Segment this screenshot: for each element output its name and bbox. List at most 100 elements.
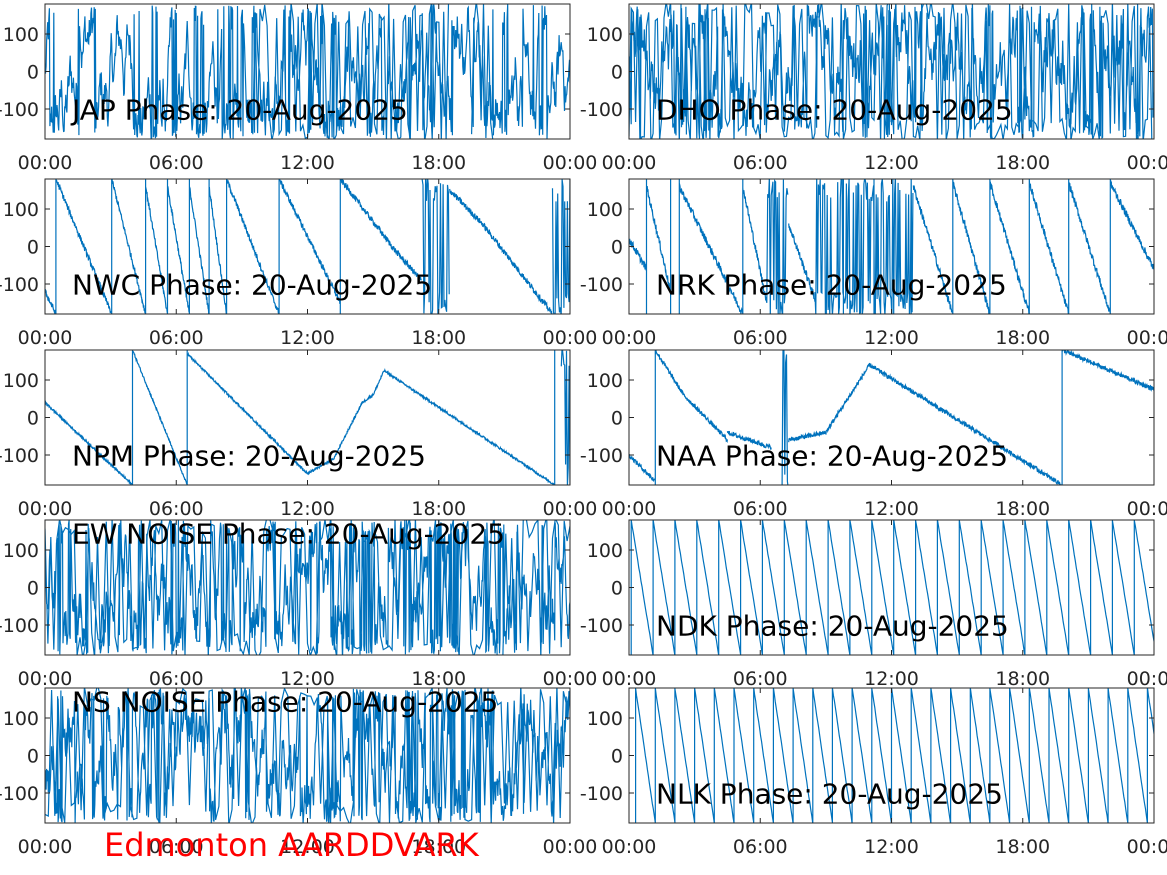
panel-1: 100 0 -100 00:00 06:00 12:00 18:00 00:00 DHO Pha… [580,3,1167,174]
panel-3: 100 0 -100 00:00 06:00 12:00 18:00 00:00 NRK Pha… [580,178,1167,349]
panel-title: JAP Phase: 20-Aug-2025 [70,93,408,126]
xtick-label: 00:00 [18,668,73,690]
series-line [45,520,570,655]
series-line [629,179,1154,314]
panel-title: NS NOISE Phase: 20-Aug-2025 [72,686,498,719]
xtick-label: 06:00 [149,668,204,690]
xtick-label: 18:00 [411,668,466,690]
series-line [45,350,570,485]
xtick-label: 00:00 [18,152,73,174]
series-line-group [45,4,570,139]
xtick-label: 06:00 [733,668,788,690]
footer-label: Edmonton AARDDVARK [104,826,479,864]
panel-7: 100 0 -100 00:00 06:00 12:00 18:00 00:00 NDK Pha… [580,519,1167,690]
panel-title: NDK Phase: 20-Aug-2025 [656,609,1009,642]
xtick-label: 12:00 [280,668,335,690]
ytick-label: 0 [27,578,39,600]
ytick-label: -100 [0,783,39,805]
ytick-label: 100 [3,24,39,46]
series-line-group [45,688,570,823]
xtick-label: 00:00 [18,327,73,349]
ytick-label: -100 [580,445,623,467]
ytick-label: -100 [580,274,623,296]
series-line-group [630,520,1154,655]
panel-5: 100 0 -100 00:00 06:00 12:00 18:00 00:00 NAA Pha… [580,349,1167,520]
series-line-group [635,688,1154,823]
xtick-label: 00:00 [602,498,657,520]
series-line-group [45,520,570,655]
xtick-label: 06:00 [149,327,204,349]
xtick-label: 06:00 [733,836,788,858]
ytick-label: -100 [0,99,39,121]
panel-8: 100 0 -100 00:00 06:00 12:00 18:00 00:00 NS NOIS… [0,686,598,859]
ytick-label: 0 [27,746,39,768]
xtick-label: 06:00 [733,152,788,174]
series-line [45,4,570,139]
ytick-label: 0 [611,746,623,768]
ytick-label: 100 [587,540,623,562]
xtick-label: 00:00 [18,836,73,858]
ytick-label: 100 [587,24,623,46]
panel-title: EW NOISE Phase: 20-Aug-2025 [72,518,505,551]
panel-title: NWC Phase: 20-Aug-2025 [72,268,432,301]
xtick-label: 00:00 [543,836,598,858]
ytick-label: -100 [0,445,39,467]
xtick-label: 12:00 [280,836,335,858]
ytick-label: -100 [580,615,623,637]
ytick-label: 100 [3,708,39,730]
ytick-label: -100 [580,783,623,805]
series-line [629,350,1154,485]
xtick-label: 06:00 [733,327,788,349]
xtick-label: 18:00 [995,668,1050,690]
xtick-label: 00:00 [1127,836,1167,858]
xtick-label: 00:00 [543,668,598,690]
xtick-label: 18:00 [995,836,1050,858]
ytick-label: 100 [587,199,623,221]
panel-title: DHO Phase: 20-Aug-2025 [656,93,1013,126]
xtick-label: 12:00 [864,836,919,858]
xtick-label: 12:00 [864,327,919,349]
series-line-group [629,4,1154,139]
xtick-label: 00:00 [602,327,657,349]
series-line-group [629,179,1154,314]
series-line-group [629,350,1154,485]
ytick-label: 0 [611,237,623,259]
xtick-label: 18:00 [995,498,1050,520]
xtick-label: 00:00 [543,498,598,520]
xtick-label: 00:00 [1127,498,1167,520]
ytick-label: 100 [587,370,623,392]
panel-2: 100 0 -100 00:00 06:00 12:00 18:00 00:00 NWC Pha… [0,178,598,349]
xtick-label: 00:00 [543,152,598,174]
panel-4: 100 0 -100 00:00 06:00 12:00 18:00 00:00 NPM Pha… [0,349,598,520]
ytick-label: 0 [27,62,39,84]
ytick-label: 0 [611,578,623,600]
panel-6: 100 0 -100 00:00 06:00 12:00 18:00 00:00 EW NOIS… [0,518,598,691]
xtick-label: 06:00 [149,498,204,520]
panel-title: NLK Phase: 20-Aug-2025 [656,777,1003,810]
series-line [45,179,570,314]
xtick-label: 18:00 [411,327,466,349]
xtick-label: 00:00 [543,327,598,349]
xtick-label: 18:00 [995,152,1050,174]
xtick-label: 12:00 [864,152,919,174]
xtick-label: 00:00 [18,498,73,520]
xtick-label: 12:00 [280,152,335,174]
xtick-label: 12:00 [864,668,919,690]
panel-title: NPM Phase: 20-Aug-2025 [72,439,426,472]
ytick-label: -100 [0,274,39,296]
series-line [45,688,570,823]
xtick-label: 18:00 [411,498,466,520]
ytick-label: 100 [3,370,39,392]
xtick-label: 18:00 [411,152,466,174]
xtick-label: 12:00 [864,498,919,520]
ytick-label: 100 [3,540,39,562]
xtick-label: 12:00 [280,327,335,349]
xtick-label: 06:00 [149,152,204,174]
xtick-label: 18:00 [995,327,1050,349]
series-line [635,688,1154,823]
xtick-label: 06:00 [149,836,204,858]
series-line [629,4,1154,139]
ytick-label: 0 [611,62,623,84]
ytick-label: 0 [611,408,623,430]
